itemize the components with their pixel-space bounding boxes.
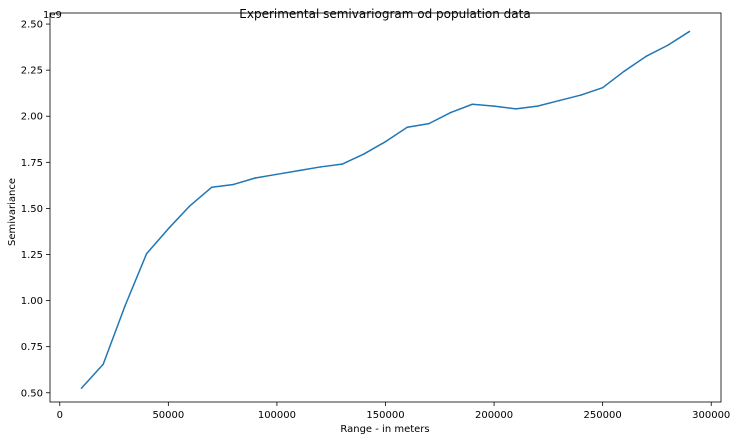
data-point (189, 204, 191, 207)
data-point (319, 166, 322, 168)
y-tick-label: 2.50 (21, 20, 43, 31)
y-axis-ticks: 0.50 0.75 1.00 1.25 1.50 1.75 2.00 2.25 2.50 (21, 20, 50, 399)
x-tick-label: 250000 (584, 410, 622, 421)
data-point (80, 387, 83, 389)
y-tick-label: 1.25 (21, 250, 43, 261)
data-point (645, 55, 647, 58)
x-tick-label: 200000 (475, 410, 513, 421)
chart-title: Experimental semivariogram od population… (239, 7, 530, 21)
data-point (428, 122, 430, 125)
y-axis-offset-label: 1e9 (43, 10, 62, 21)
data-point (688, 30, 691, 33)
data-point (493, 105, 495, 107)
series-line-0 (80, 30, 690, 389)
y-tick-label: 1.75 (21, 158, 43, 169)
data-point (536, 105, 539, 107)
x-axis-label: Range - in meters (340, 424, 429, 435)
y-tick-label: 2.25 (21, 66, 43, 77)
data-point (124, 305, 126, 307)
data-point (297, 169, 300, 172)
data-point (167, 227, 170, 230)
data-point (406, 126, 408, 129)
x-tick-label: 50000 (152, 410, 184, 421)
data-point (363, 153, 365, 155)
y-tick-label: 1.50 (21, 204, 43, 215)
y-tick-label: 0.75 (21, 342, 43, 353)
x-tick-label: 100000 (258, 410, 296, 421)
x-tick-label: 300000 (692, 410, 730, 421)
x-axis-ticks: 0 50000 100000 150000 200000 250000 300000 (57, 402, 730, 421)
data-point (384, 140, 387, 143)
data-point (580, 94, 582, 96)
y-tick-label: 0.50 (21, 388, 43, 399)
series-0-vertices (80, 30, 691, 389)
data-point (276, 173, 278, 176)
data-point (102, 363, 104, 365)
data-point (254, 177, 256, 179)
data-point (341, 163, 343, 165)
data-point (232, 183, 235, 186)
data-point (145, 252, 148, 255)
y-tick-label: 1.00 (21, 296, 43, 307)
y-tick-label: 2.00 (21, 112, 43, 123)
x-tick-label: 0 (57, 410, 63, 421)
data-point (558, 99, 560, 102)
data-point (449, 111, 452, 114)
data-point (211, 186, 213, 188)
data-point (471, 103, 474, 106)
data-point (623, 70, 626, 72)
data-point (515, 108, 517, 110)
series-layer (80, 30, 691, 389)
x-tick-label: 150000 (366, 410, 404, 421)
plot-frame (49, 12, 722, 403)
y-axis-label: Semivariance (7, 178, 18, 246)
data-point (667, 44, 669, 47)
data-point (601, 86, 604, 89)
